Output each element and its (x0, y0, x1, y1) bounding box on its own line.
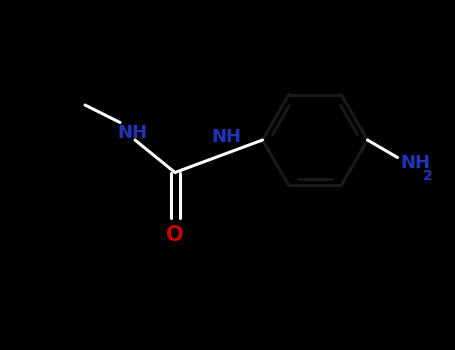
Text: NH: NH (117, 125, 147, 142)
Text: 2: 2 (423, 168, 432, 182)
Text: O: O (166, 225, 184, 245)
Text: NH: NH (400, 154, 430, 172)
Text: NH: NH (211, 128, 241, 146)
